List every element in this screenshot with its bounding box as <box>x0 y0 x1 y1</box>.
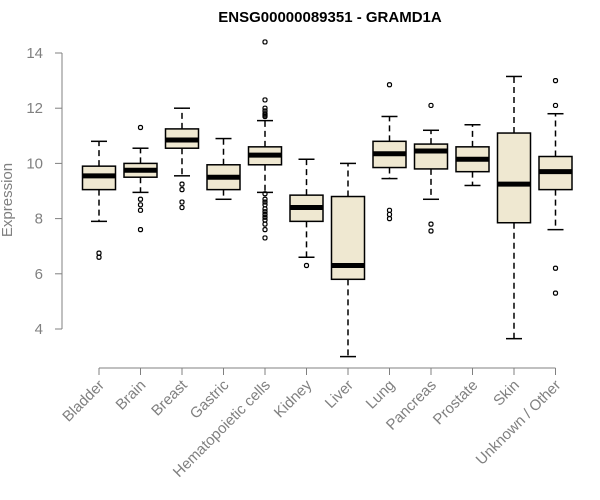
y-tick-label: 12 <box>26 100 43 117</box>
iqr-box <box>413 143 449 170</box>
outlier-point <box>96 254 102 260</box>
outlier-point <box>137 227 144 233</box>
outlier-point <box>262 214 268 220</box>
outlier-point <box>262 227 268 233</box>
outlier-point <box>262 221 268 227</box>
box-group <box>538 77 573 296</box>
chart-title: ENSG00000089351 - GRAMD1A <box>218 9 442 26</box>
box-group <box>247 39 283 241</box>
outlier-point <box>552 77 559 84</box>
box-group <box>455 124 490 187</box>
outlier-point <box>552 102 559 109</box>
outlier-point <box>137 196 144 202</box>
box-group <box>164 107 200 211</box>
outlier-point <box>179 204 185 211</box>
outlier-point <box>137 124 144 131</box>
box-group <box>330 162 366 358</box>
outlier-point <box>96 250 102 256</box>
x-tick-label: Skin <box>490 377 523 410</box>
outlier-point <box>262 113 268 120</box>
outlier-point <box>179 187 185 193</box>
x-tick-label: Brain <box>113 377 150 414</box>
outlier-point <box>262 235 268 241</box>
outlier-point <box>386 207 393 213</box>
outlier-point <box>552 290 559 296</box>
y-tick-label: 6 <box>35 266 43 283</box>
outlier-point <box>303 262 310 269</box>
outlier-point <box>262 196 268 202</box>
outlier-point <box>262 209 268 215</box>
outlier-point <box>179 181 185 187</box>
x-tick-label: Prostate <box>430 377 482 429</box>
outlier-point <box>262 97 268 103</box>
box-group <box>123 124 158 233</box>
outlier-point <box>386 82 393 88</box>
outlier-point <box>179 199 185 205</box>
outlier-point <box>262 202 268 208</box>
y-tick-label: 14 <box>26 45 43 62</box>
iqr-box <box>496 132 532 224</box>
x-tick-label: Liver <box>322 377 357 412</box>
box-group <box>81 140 117 260</box>
outlier-point <box>552 265 559 271</box>
outlier-point <box>428 221 434 227</box>
y-tick-label: 4 <box>35 321 43 338</box>
outlier-point <box>428 228 434 234</box>
outlier-point <box>262 105 268 111</box>
outlier-point <box>428 102 434 109</box>
box-series <box>81 39 573 358</box>
y-tick-label: 8 <box>35 211 43 228</box>
outlier-point <box>262 206 268 212</box>
outlier-point <box>262 199 268 205</box>
y-axis-label: Expression <box>0 163 16 237</box>
x-tick-label: Kidney <box>271 376 316 421</box>
x-tick-label: Bladder <box>59 377 108 426</box>
box-group <box>289 158 324 269</box>
y-tick-label: 10 <box>26 155 43 172</box>
outlier-point <box>386 211 393 218</box>
box-group <box>413 102 449 234</box>
box-group <box>496 75 532 340</box>
box-group <box>206 137 241 201</box>
outlier-point <box>137 207 144 213</box>
outlier-point <box>262 39 268 45</box>
x-tick-label: Lung <box>363 377 399 413</box>
outlier-point <box>386 216 393 222</box>
outlier-point <box>262 191 268 197</box>
outlier-point <box>262 217 268 223</box>
x-tick-label: Breast <box>148 376 191 419</box>
box-group <box>372 82 407 222</box>
outlier-point <box>137 202 144 208</box>
outlier-point <box>262 211 268 218</box>
